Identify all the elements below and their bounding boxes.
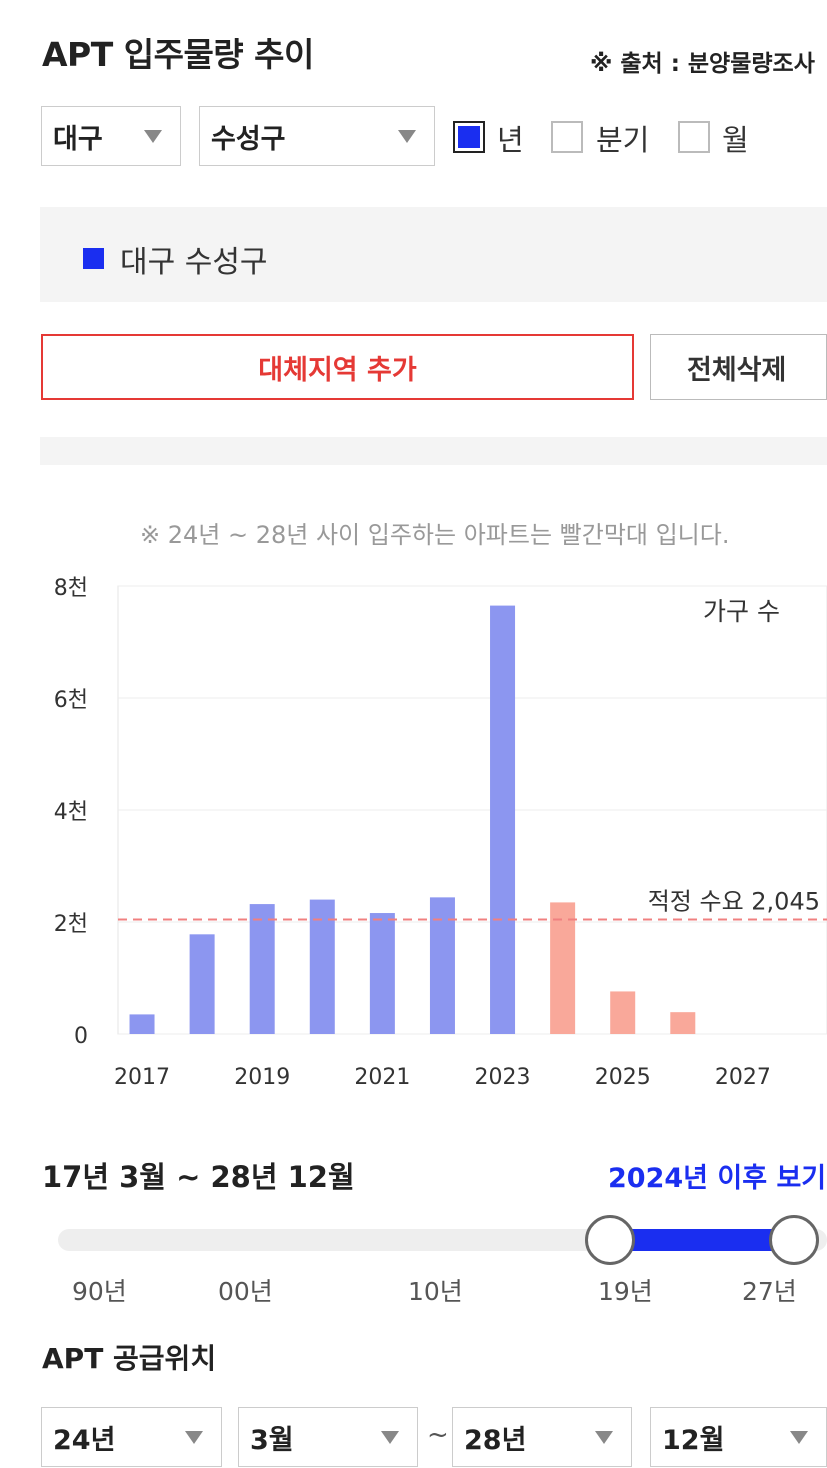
district-select-value: 수성구: [211, 123, 286, 155]
y-tick-label: 0: [74, 1024, 88, 1049]
y-tick-label: 8천: [54, 576, 88, 601]
x-tick-label: 2023: [475, 1065, 531, 1090]
x-tick-label: 2019: [234, 1065, 290, 1090]
chevron-down-icon: [144, 129, 162, 143]
to-year-value: 28년: [464, 1424, 527, 1456]
from-year-value: 24년: [53, 1424, 116, 1456]
from-year-select[interactable]: 24년: [41, 1407, 222, 1467]
bar: [129, 1014, 155, 1034]
period-month-label: 월: [722, 123, 749, 157]
to-month-value: 12월: [662, 1424, 725, 1456]
from-month-select[interactable]: 3월: [238, 1407, 418, 1467]
bar: [429, 897, 455, 1034]
move-in-chart: 0 2천 4천 6천 8천 2017 2019 2021 2023 2025 2027 적정 수요…: [54, 576, 827, 1090]
bar: [369, 913, 395, 1034]
slider-tick-label: 10년: [408, 1277, 463, 1306]
city-select[interactable]: 대구: [41, 106, 181, 166]
reference-line-label: 적정 수요 2,045: [648, 887, 820, 915]
period-year-label: 년: [497, 123, 524, 157]
x-tick-label: 2025: [595, 1065, 651, 1090]
legend-panel: [40, 207, 827, 302]
slider-tick-label: 19년: [598, 1277, 653, 1306]
district-select[interactable]: 수성구: [199, 106, 435, 166]
supply-location-title: APT 공급위치: [42, 1342, 217, 1375]
slider-tick-label: 27년: [742, 1277, 797, 1306]
range-separator: ~: [427, 1420, 449, 1450]
chart-unit-label: 가구 수: [703, 597, 780, 626]
chevron-down-icon: [595, 1430, 613, 1444]
source-note: ※ 출처 : 분양물량조사: [590, 51, 815, 77]
legend-label: 대구 수성구: [120, 245, 268, 280]
range-slider-fill: [610, 1229, 794, 1251]
y-tick-label: 4천: [54, 800, 88, 825]
period-month-checkbox[interactable]: [678, 121, 710, 153]
section-divider: [40, 437, 827, 465]
chevron-down-icon: [185, 1430, 203, 1444]
range-slider-start-handle[interactable]: [585, 1215, 635, 1265]
from-month-value: 3월: [250, 1424, 294, 1456]
period-quarter-checkbox[interactable]: [551, 121, 583, 153]
bar: [670, 1012, 696, 1034]
x-tick-label: 2027: [715, 1065, 771, 1090]
bar: [490, 605, 516, 1034]
range-slider-end-handle[interactable]: [769, 1215, 819, 1265]
slider-tick-label: 00년: [218, 1277, 273, 1306]
to-year-select[interactable]: 28년: [452, 1407, 632, 1467]
bar: [550, 902, 576, 1034]
legend-swatch: [83, 248, 104, 269]
chevron-down-icon: [398, 129, 416, 143]
bar: [249, 904, 275, 1034]
chevron-down-icon: [790, 1430, 808, 1444]
bar: [610, 991, 636, 1034]
city-select-value: 대구: [53, 123, 103, 155]
period-quarter-label: 분기: [596, 123, 650, 157]
slider-tick-label: 90년: [72, 1277, 127, 1306]
add-region-button[interactable]: 대체지역 추가: [41, 334, 634, 400]
to-month-select[interactable]: 12월: [650, 1407, 827, 1467]
y-tick-label: 6천: [54, 688, 88, 713]
page-title: APT 입주물량 추이: [42, 35, 314, 74]
after-2024-link[interactable]: 2024년 이후 보기: [608, 1163, 827, 1194]
range-label: 17년 3월 ~ 28년 12월: [42, 1160, 355, 1194]
period-year-checkbox[interactable]: [453, 121, 485, 153]
chart-note: ※ 24년 ~ 28년 사이 입주하는 아파트는 빨간막대 입니다.: [140, 521, 730, 549]
x-tick-label: 2021: [354, 1065, 410, 1090]
x-tick-label: 2017: [114, 1065, 170, 1090]
chevron-down-icon: [381, 1430, 399, 1444]
delete-all-button[interactable]: 전체삭제: [650, 334, 827, 400]
bar: [309, 899, 335, 1034]
y-tick-label: 2천: [54, 912, 88, 937]
bar: [189, 934, 215, 1034]
